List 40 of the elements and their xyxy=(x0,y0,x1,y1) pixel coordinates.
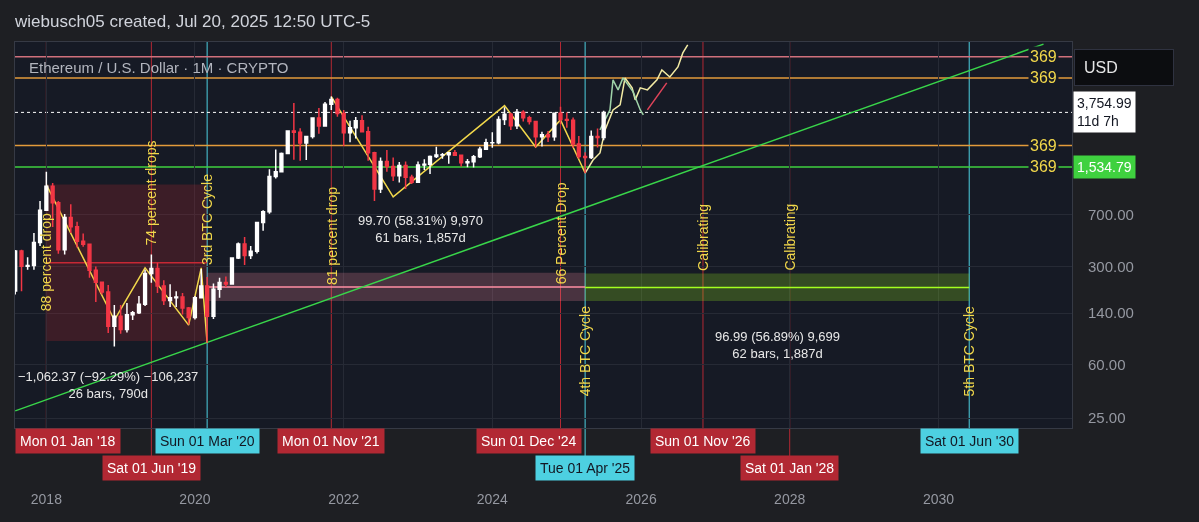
annotation: 88 percent drop xyxy=(38,212,55,312)
annotation: 369 xyxy=(1030,48,1057,65)
ref-line-label: Mon 01 Nov '21 xyxy=(282,433,380,449)
x-tick-label: 2022 xyxy=(328,490,360,507)
x-tick-label: 2030 xyxy=(922,490,955,507)
ref-line-label: Sat 01 Jun '30 xyxy=(925,433,1015,449)
ref-line-label: Tue 01 Apr '25 xyxy=(540,460,631,476)
ref-line-label: Sun 01 Mar '20 xyxy=(160,433,255,449)
ref-line-label: Sat 01 Jan '28 xyxy=(745,460,835,476)
x-tick-label: 2020 xyxy=(179,490,211,507)
ref-line-label: 1,534.79 xyxy=(1077,159,1132,175)
annotation: 5th BTC Cycle xyxy=(961,305,978,397)
y-tick-label: 60.00 xyxy=(1088,356,1126,374)
x-tick-label: 2028 xyxy=(774,490,806,507)
y-tick-label: 140.00 xyxy=(1088,304,1134,322)
annotation: 369 xyxy=(1030,158,1057,175)
annotation: 81 percent drop xyxy=(323,186,340,286)
x-tick-label: 2018 xyxy=(30,490,63,507)
annotation: 4th BTC Cycle xyxy=(576,305,593,397)
x-tick-label: 2024 xyxy=(476,490,509,507)
ref-line-label: Mon 01 Jan '18 xyxy=(20,433,116,449)
annotation: 369 xyxy=(1030,69,1057,86)
annotation: 66 Percent Drop xyxy=(552,182,569,285)
annotation: 96.99 (56.89%) 9,699 62 bars, 1,887d xyxy=(715,329,841,361)
ref-line-label: Sun 01 Dec '24 xyxy=(481,433,577,449)
annotation: 99.70 (58.31%) 9,970 61 bars, 1,857d xyxy=(358,213,484,245)
text: USD xyxy=(1084,59,1118,76)
annotation: 369 xyxy=(1030,137,1057,154)
x-tick-label: 2026 xyxy=(625,490,657,507)
y-tick-label: 300.00 xyxy=(1088,257,1134,275)
annotation: 74 percent drops xyxy=(143,140,160,246)
chart-title: wiebusch05 created, Jul 20, 2025 12:50 UTC-5 xyxy=(14,11,371,31)
ref-line-label: Sun 01 Nov '26 xyxy=(655,433,751,449)
y-tick-label: 25.00 xyxy=(1088,409,1126,427)
ref-line-label: Sat 01 Jun '19 xyxy=(107,460,197,476)
annotation: 3rd BTC Cycle xyxy=(199,173,216,266)
annotation: Calibrating xyxy=(695,203,712,271)
ref-line-label: 3,754.99 11d 7h xyxy=(1077,95,1132,130)
y-tick-label: 700.00 xyxy=(1088,206,1134,224)
annotation: Calibrating xyxy=(781,203,798,271)
